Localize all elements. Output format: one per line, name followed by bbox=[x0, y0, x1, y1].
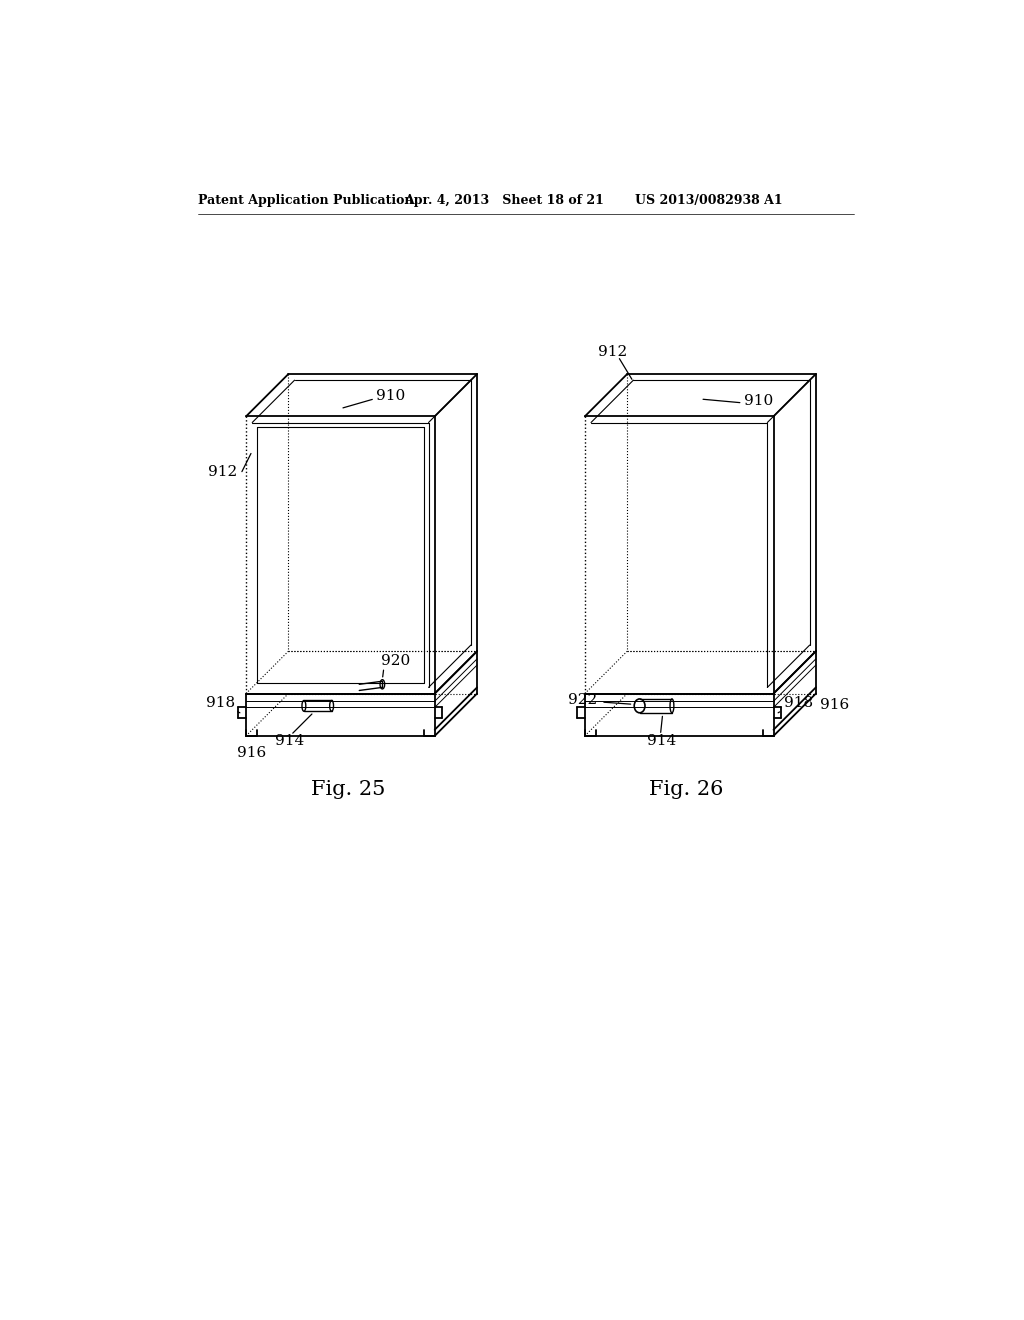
Text: 918: 918 bbox=[784, 696, 813, 710]
Text: 922: 922 bbox=[568, 693, 597, 706]
Text: 916: 916 bbox=[819, 698, 849, 711]
Text: Fig. 25: Fig. 25 bbox=[310, 780, 385, 800]
Text: 912: 912 bbox=[598, 346, 627, 359]
Text: 918: 918 bbox=[206, 696, 236, 710]
Text: US 2013/0082938 A1: US 2013/0082938 A1 bbox=[635, 194, 782, 207]
Text: 914: 914 bbox=[275, 734, 305, 747]
Text: 912: 912 bbox=[208, 465, 238, 479]
Text: 910: 910 bbox=[377, 389, 406, 404]
Text: 916: 916 bbox=[237, 746, 266, 760]
Text: 910: 910 bbox=[744, 395, 773, 408]
Text: Fig. 26: Fig. 26 bbox=[649, 780, 724, 800]
Text: 914: 914 bbox=[647, 734, 677, 747]
Text: 920: 920 bbox=[381, 655, 410, 668]
Text: Apr. 4, 2013   Sheet 18 of 21: Apr. 4, 2013 Sheet 18 of 21 bbox=[403, 194, 604, 207]
Text: Patent Application Publication: Patent Application Publication bbox=[199, 194, 414, 207]
